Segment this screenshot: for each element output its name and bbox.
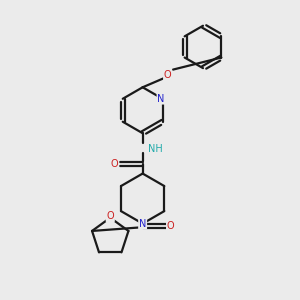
Text: O: O (167, 221, 174, 231)
Text: NH: NH (148, 143, 163, 154)
Text: O: O (106, 211, 114, 221)
Text: O: O (111, 159, 118, 169)
Text: N: N (158, 94, 165, 104)
Text: O: O (164, 70, 172, 80)
Text: N: N (139, 219, 146, 229)
